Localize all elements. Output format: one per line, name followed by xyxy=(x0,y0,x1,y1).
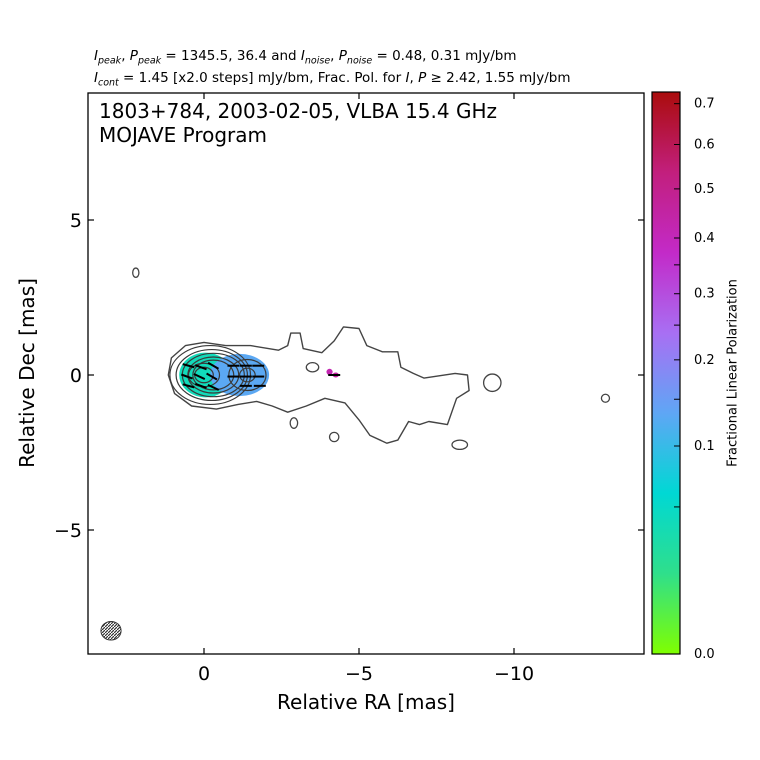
colorbar-tick-label: 0.2 xyxy=(694,353,715,368)
colorbar xyxy=(651,91,681,655)
intensity-contour xyxy=(228,358,267,392)
x-tick-label: −5 xyxy=(345,663,373,685)
evpa-vector xyxy=(206,372,218,381)
source-annotation: 1803+784, 2003-02-05, VLBA 15.4 GHz xyxy=(99,99,497,123)
isolated-component-contour xyxy=(328,431,340,443)
intensity-contour xyxy=(187,356,240,394)
intensity-contour xyxy=(192,359,235,391)
colorbar-tick-label: 0.6 xyxy=(694,137,715,152)
colorbar-tick-label: 0.7 xyxy=(694,97,715,112)
evpa-vector xyxy=(194,364,207,371)
colorbar-label: Fractional Linear Polarization xyxy=(725,279,741,467)
isolated-component-contour xyxy=(451,439,469,451)
colorbar-tick-label: 0.1 xyxy=(694,439,715,454)
program-annotation: MOJAVE Program xyxy=(99,123,268,147)
y-tick-label: 0 xyxy=(70,365,82,387)
x-tick-label: 0 xyxy=(198,663,210,685)
isolated-component-contour xyxy=(482,373,502,393)
evpa-vector xyxy=(193,373,206,380)
intensity-contour xyxy=(169,344,252,406)
isolated-component-contour xyxy=(132,267,140,279)
y-tick-label: 5 xyxy=(70,210,82,232)
y-tick-label: −5 xyxy=(54,520,82,542)
jet-outer-contour xyxy=(167,326,470,444)
isolated-component-contour xyxy=(600,393,611,403)
evpa-vector xyxy=(207,361,219,370)
plot-area xyxy=(100,267,611,641)
x-axis-label: Relative RA [mas] xyxy=(277,690,455,714)
evpa-vector xyxy=(207,383,220,391)
colorbar-tick-label: 0.5 xyxy=(694,182,715,197)
header-line-2: Icont = 1.45 [x2.0 steps] mJy/bm, Frac. … xyxy=(94,70,571,89)
header-line-1: Ipeak, Ppeak = 1345.5, 36.4 and Inoise, … xyxy=(94,48,517,67)
intensity-contour xyxy=(175,348,249,402)
evpa-vector xyxy=(180,373,193,380)
intensity-contour xyxy=(239,367,256,383)
colorbar-tick-label: 0.0 xyxy=(694,647,715,662)
colorbar-tick-label: 0.4 xyxy=(694,231,715,246)
evpa-vector xyxy=(182,363,195,369)
x-tick-label: −10 xyxy=(494,663,534,685)
y-axis-label: Relative Dec [mas] xyxy=(15,278,39,468)
evpa-vector xyxy=(194,382,207,389)
polarization-region xyxy=(326,368,333,375)
colorbar-tick-label: 0.3 xyxy=(694,287,715,302)
isolated-component-contour xyxy=(289,417,299,429)
beam-ellipse xyxy=(100,620,122,641)
isolated-component-contour xyxy=(305,361,320,373)
plot-frame xyxy=(87,92,645,655)
evpa-vector xyxy=(182,383,195,389)
